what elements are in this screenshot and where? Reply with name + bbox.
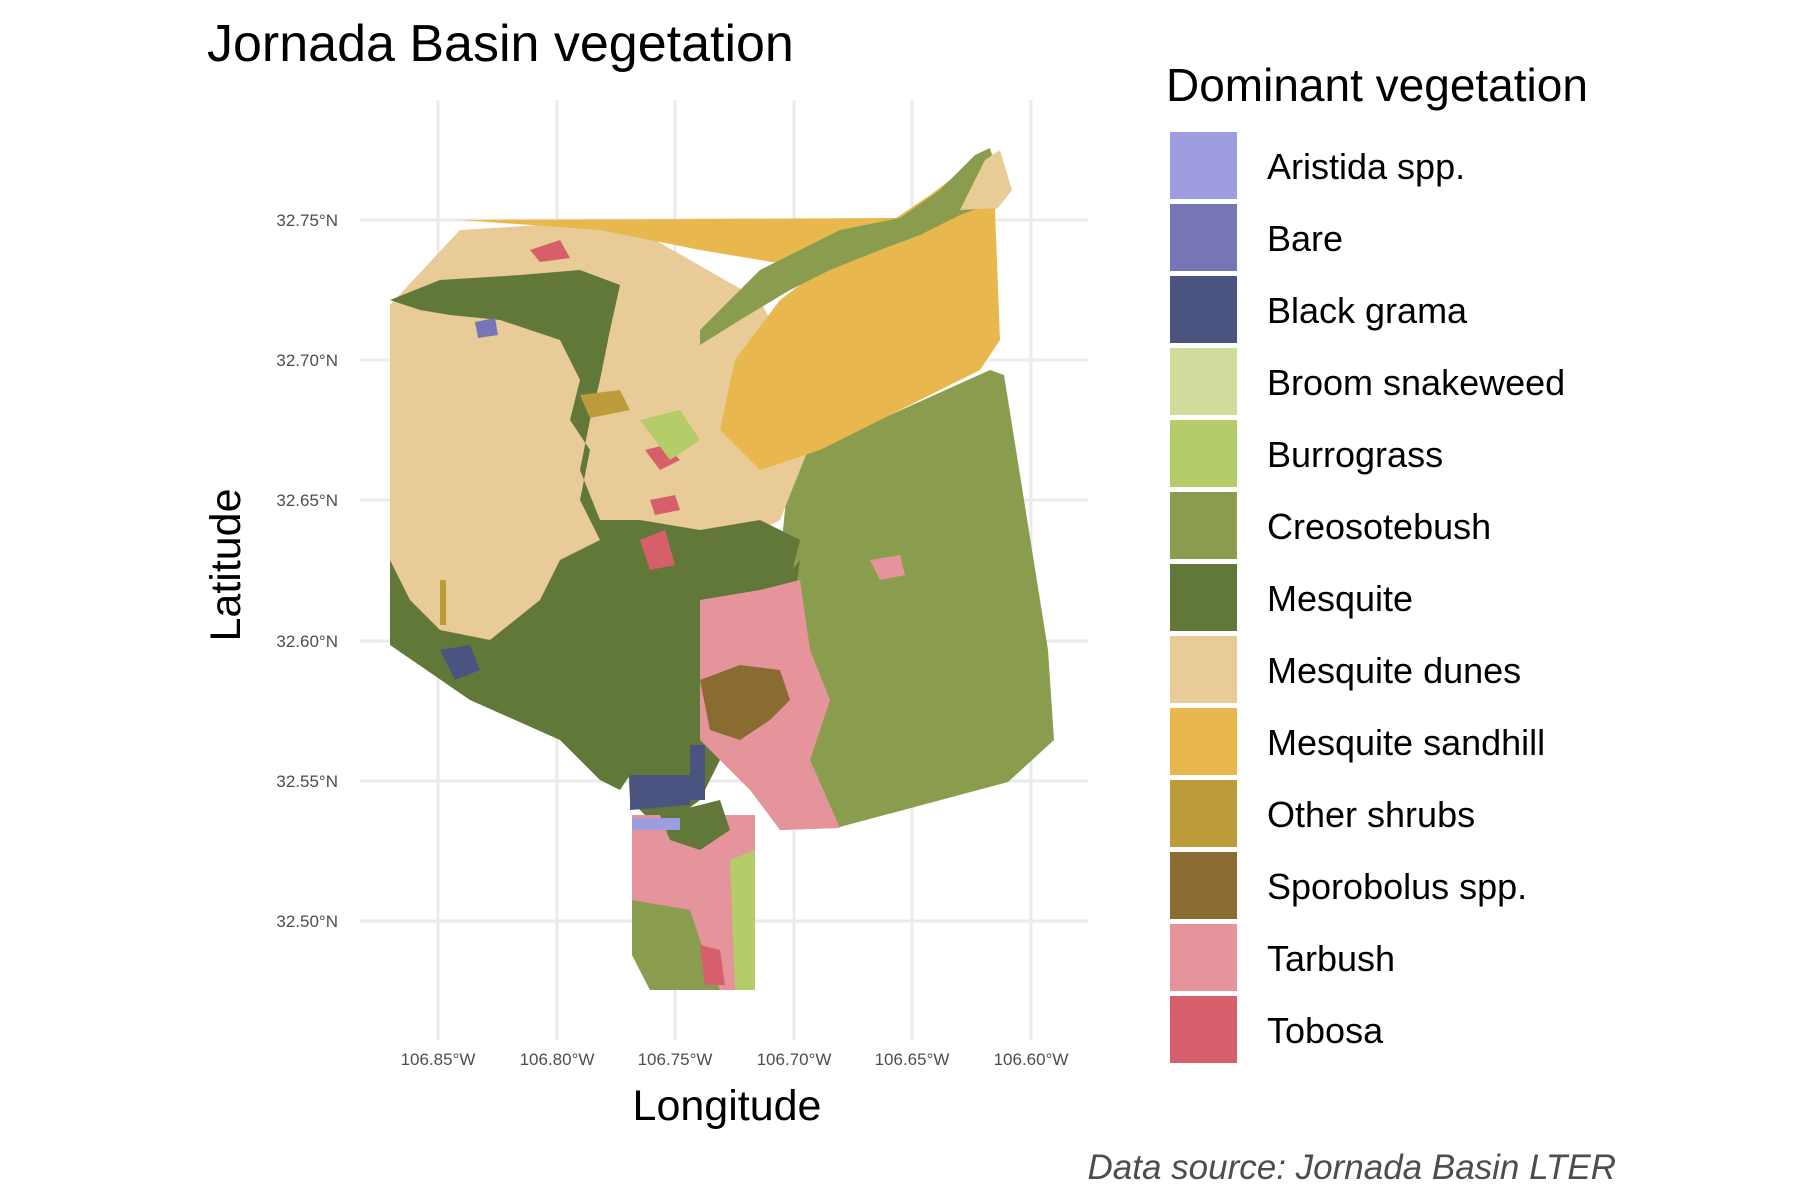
legend-label: Black grama: [1267, 290, 1468, 331]
legend-swatch: [1170, 132, 1237, 199]
region-other-shrubs-2: [440, 580, 446, 625]
region-bare-1: [475, 318, 498, 338]
region-creosotebush-east: [760, 370, 1054, 830]
legend-label: Tarbush: [1267, 938, 1396, 979]
legend-swatch: [1170, 636, 1237, 703]
region-sporobolus: [700, 665, 790, 740]
legend-label: Other shrubs: [1267, 794, 1476, 835]
region-tarbush-2: [870, 555, 905, 580]
region-black-grama-2: [690, 745, 705, 800]
region-tobosa-2: [650, 495, 680, 515]
y-axis-title: Latitude: [202, 488, 250, 641]
y-tick: 32.75°N: [276, 211, 338, 230]
legend-label: Aristida spp.: [1267, 146, 1466, 187]
legend-label: Tobosa: [1267, 1010, 1384, 1051]
region-mesquite-dunes-ne: [960, 150, 1012, 210]
legend-swatch: [1170, 204, 1237, 271]
legend-item: Mesquite: [1170, 562, 1690, 635]
y-tick: 32.50°N: [276, 912, 338, 931]
map-title: Jornada Basin vegetation: [207, 15, 794, 73]
y-tick: 32.70°N: [276, 351, 338, 370]
legend-item: Creosotebush: [1170, 490, 1690, 563]
x-tick: 106.85°W: [401, 1050, 476, 1069]
legend-item: Tobosa: [1170, 994, 1690, 1067]
legend-item: Mesquite sandhill: [1170, 706, 1690, 779]
x-tick: 106.65°W: [875, 1050, 950, 1069]
legend-label: Mesquite dunes: [1267, 650, 1522, 691]
legend-item: Burrograss: [1170, 418, 1690, 491]
vegetation-map: [390, 148, 1054, 990]
legend-swatch: [1170, 708, 1237, 775]
legend-swatch: [1170, 924, 1237, 991]
legend-item: Tarbush: [1170, 922, 1690, 995]
y-tick: 32.60°N: [276, 632, 338, 651]
region-creosotebush-north: [700, 148, 1000, 345]
legend-label: Burrograss: [1267, 434, 1444, 475]
x-tick: 106.75°W: [638, 1050, 713, 1069]
legend-item: Aristida spp.: [1170, 130, 1690, 203]
legend-label: Mesquite: [1267, 578, 1414, 619]
y-axis-ticks: 32.75°N 32.70°N 32.65°N 32.60°N 32.55°N …: [276, 211, 338, 931]
region-south-burrograss: [730, 850, 755, 990]
x-axis-title: Longitude: [633, 1082, 822, 1130]
region-tobosa-3: [640, 530, 675, 570]
legend-label: Sporobolus spp.: [1267, 866, 1528, 907]
legend-label: Bare: [1267, 218, 1344, 259]
region-black-grama-3: [440, 645, 480, 680]
legend-label: Mesquite sandhill: [1267, 722, 1546, 763]
legend-swatch: [1170, 780, 1237, 847]
x-axis-ticks: 106.85°W 106.80°W 106.75°W 106.70°W 106.…: [401, 1050, 1069, 1069]
legend-swatch: [1170, 492, 1237, 559]
legend-item: Black grama: [1170, 274, 1690, 347]
legend-label: Creosotebush: [1267, 506, 1492, 547]
y-tick: 32.55°N: [276, 772, 338, 791]
legend-title: Dominant vegetation: [1166, 59, 1588, 111]
region-aristida: [632, 818, 680, 830]
region-south-creosote: [632, 900, 720, 990]
data-source-caption: Data source: Jornada Basin LTER: [1087, 1148, 1616, 1187]
region-mesquite-central: [390, 270, 800, 790]
legend-item: Mesquite dunes: [1170, 634, 1690, 707]
legend-swatch: [1170, 564, 1237, 631]
region-black-grama: [630, 775, 690, 810]
region-other-shrubs-1: [580, 390, 630, 418]
legend-swatch: [1170, 852, 1237, 919]
legend-swatch: [1170, 996, 1237, 1063]
legend-swatch: [1170, 276, 1237, 343]
region-south-mesquite: [660, 800, 730, 850]
x-tick: 106.70°W: [757, 1050, 832, 1069]
y-tick: 32.65°N: [276, 491, 338, 510]
region-tobosa-4: [530, 240, 570, 262]
region-mesquite-dunes-west: [390, 220, 820, 700]
legend-swatch: [1170, 348, 1237, 415]
x-tick: 106.60°W: [994, 1050, 1069, 1069]
legend-swatch: [1170, 420, 1237, 487]
region-burrograss-1: [640, 410, 700, 460]
legend-label: Broom snakeweed: [1267, 362, 1566, 403]
legend-item: Bare: [1170, 202, 1690, 275]
legend-item: Other shrubs: [1170, 778, 1690, 851]
legend-item: Sporobolus spp.: [1170, 850, 1690, 923]
legend-item: Broom snakeweed: [1170, 346, 1690, 419]
x-tick: 106.80°W: [520, 1050, 595, 1069]
region-tobosa-5: [700, 945, 725, 985]
